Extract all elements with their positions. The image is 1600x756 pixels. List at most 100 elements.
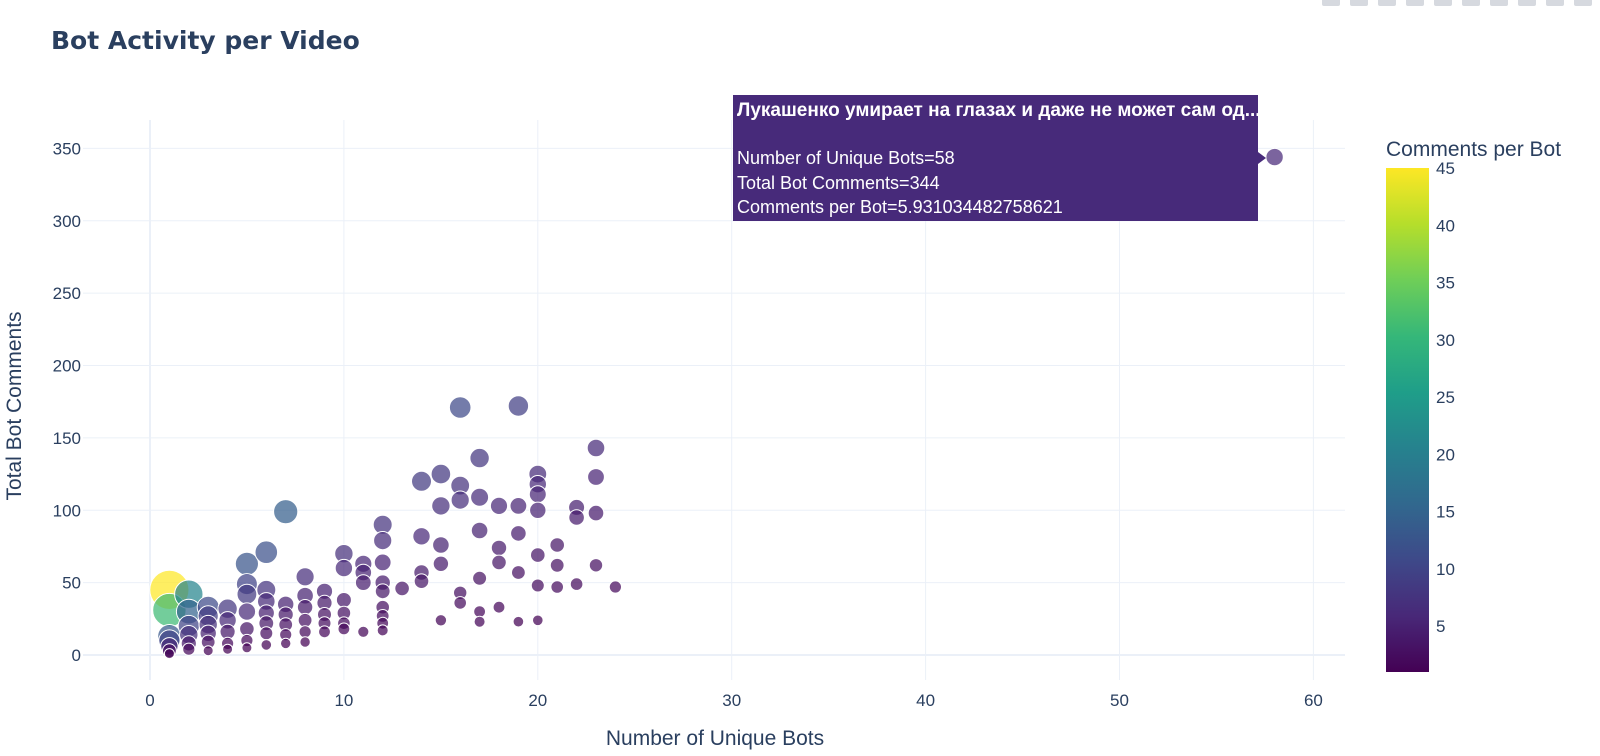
data-point[interactable]	[586, 438, 606, 458]
data-point[interactable]	[431, 496, 451, 516]
colorbar-tick-label: 10	[1436, 560, 1455, 579]
data-point[interactable]	[202, 645, 214, 657]
pan-icon[interactable]	[1378, 0, 1396, 6]
hover-arrow	[1258, 152, 1266, 164]
data-point[interactable]	[528, 485, 547, 504]
data-point[interactable]	[413, 573, 430, 590]
data-point[interactable]	[512, 615, 525, 628]
data-point[interactable]	[273, 499, 299, 525]
data-point[interactable]	[337, 622, 351, 636]
data-point[interactable]	[254, 540, 279, 565]
x-tick-label: 0	[145, 691, 154, 710]
hover-box	[733, 95, 1258, 221]
data-point[interactable]	[510, 525, 527, 542]
data-point[interactable]	[430, 463, 452, 485]
y-axis-ticks: 0 50 100 150 200 250 300 350	[53, 139, 81, 665]
data-point[interactable]	[530, 547, 546, 563]
data-point[interactable]	[411, 470, 432, 492]
data-point[interactable]	[492, 600, 506, 614]
data-point[interactable]	[473, 615, 486, 628]
data-point[interactable]	[1265, 147, 1284, 167]
data-point[interactable]	[532, 614, 544, 627]
data-point[interactable]	[237, 602, 257, 621]
y-tick-label: 0	[72, 646, 81, 665]
data-point[interactable]	[588, 558, 604, 573]
data-point[interactable]	[182, 642, 196, 656]
hover-comments-per-bot: Comments per Bot=5.931034482758621	[737, 197, 1063, 217]
data-point[interactable]	[529, 501, 547, 519]
data-point[interactable]	[259, 626, 274, 641]
reset-icon[interactable]	[1546, 0, 1564, 6]
data-point[interactable]	[569, 577, 584, 591]
data-point[interactable]	[222, 643, 234, 655]
data-point[interactable]	[241, 642, 253, 654]
data-point[interactable]	[469, 447, 490, 469]
data-point[interactable]	[280, 637, 292, 650]
zoom-icon[interactable]	[1350, 0, 1368, 6]
camera-icon[interactable]	[1322, 0, 1340, 6]
data-point[interactable]	[260, 639, 273, 651]
data-point[interactable]	[549, 557, 565, 573]
data-point[interactable]	[550, 580, 565, 594]
data-point[interactable]	[587, 468, 605, 486]
data-point[interactable]	[298, 625, 312, 639]
data-point[interactable]	[299, 636, 311, 648]
data-point[interactable]	[490, 539, 508, 557]
data-point[interactable]	[296, 599, 314, 616]
data-point[interactable]	[530, 578, 545, 593]
data-point[interactable]	[295, 567, 315, 587]
zoom-out-icon[interactable]	[1490, 0, 1508, 6]
zoom-in-icon[interactable]	[1462, 0, 1480, 6]
data-point[interactable]	[318, 625, 331, 639]
data-point[interactable]	[373, 531, 393, 551]
x-axis-title: Number of Unique Bots	[606, 727, 824, 750]
x-tick-label: 60	[1304, 691, 1323, 710]
autoscale-icon[interactable]	[1518, 0, 1536, 6]
plotly-logo-icon[interactable]	[1574, 0, 1592, 6]
data-point[interactable]	[236, 583, 258, 605]
data-point[interactable]	[412, 527, 431, 546]
scatter-points[interactable]	[149, 147, 1284, 660]
colorbar-tick-label: 20	[1436, 445, 1455, 464]
data-point[interactable]	[453, 596, 468, 610]
colorbar-tick-label: 35	[1436, 274, 1455, 293]
data-point[interactable]	[357, 625, 370, 638]
data-point[interactable]	[470, 521, 489, 540]
data-point[interactable]	[335, 592, 352, 608]
data-point[interactable]	[491, 554, 507, 571]
box-select-icon[interactable]	[1406, 0, 1424, 6]
data-point[interactable]	[470, 487, 490, 507]
y-tick-label: 350	[53, 139, 81, 158]
lasso-icon[interactable]	[1434, 0, 1452, 6]
data-point[interactable]	[434, 614, 448, 627]
data-point[interactable]	[450, 490, 470, 510]
x-tick-label: 40	[916, 691, 935, 710]
data-point[interactable]	[334, 558, 354, 578]
data-point[interactable]	[448, 396, 472, 419]
data-point[interactable]	[472, 570, 488, 586]
hover-total-comments: Total Bot Comments=344	[737, 173, 940, 193]
data-point[interactable]	[511, 565, 526, 580]
data-point[interactable]	[354, 574, 372, 591]
data-point[interactable]	[507, 395, 530, 417]
data-point[interactable]	[374, 583, 391, 600]
data-point[interactable]	[509, 497, 528, 515]
chart-title: Bot Activity per Video	[51, 26, 360, 55]
colorbar-tick-label: 40	[1436, 216, 1455, 235]
data-point[interactable]	[297, 612, 313, 628]
data-point[interactable]	[394, 580, 410, 597]
data-point[interactable]	[432, 555, 450, 572]
data-point[interactable]	[432, 536, 450, 554]
data-point[interactable]	[376, 624, 389, 637]
data-point[interactable]	[373, 553, 392, 572]
colorbar-tick-label: 5	[1436, 617, 1445, 636]
data-point[interactable]	[587, 504, 605, 522]
data-point[interactable]	[608, 580, 623, 594]
data-point[interactable]	[568, 509, 585, 526]
data-point[interactable]	[163, 648, 175, 660]
data-point[interactable]	[234, 551, 259, 576]
y-axis-title: Total Bot Comments	[3, 311, 26, 500]
data-point[interactable]	[489, 496, 509, 515]
data-point[interactable]	[549, 537, 566, 553]
